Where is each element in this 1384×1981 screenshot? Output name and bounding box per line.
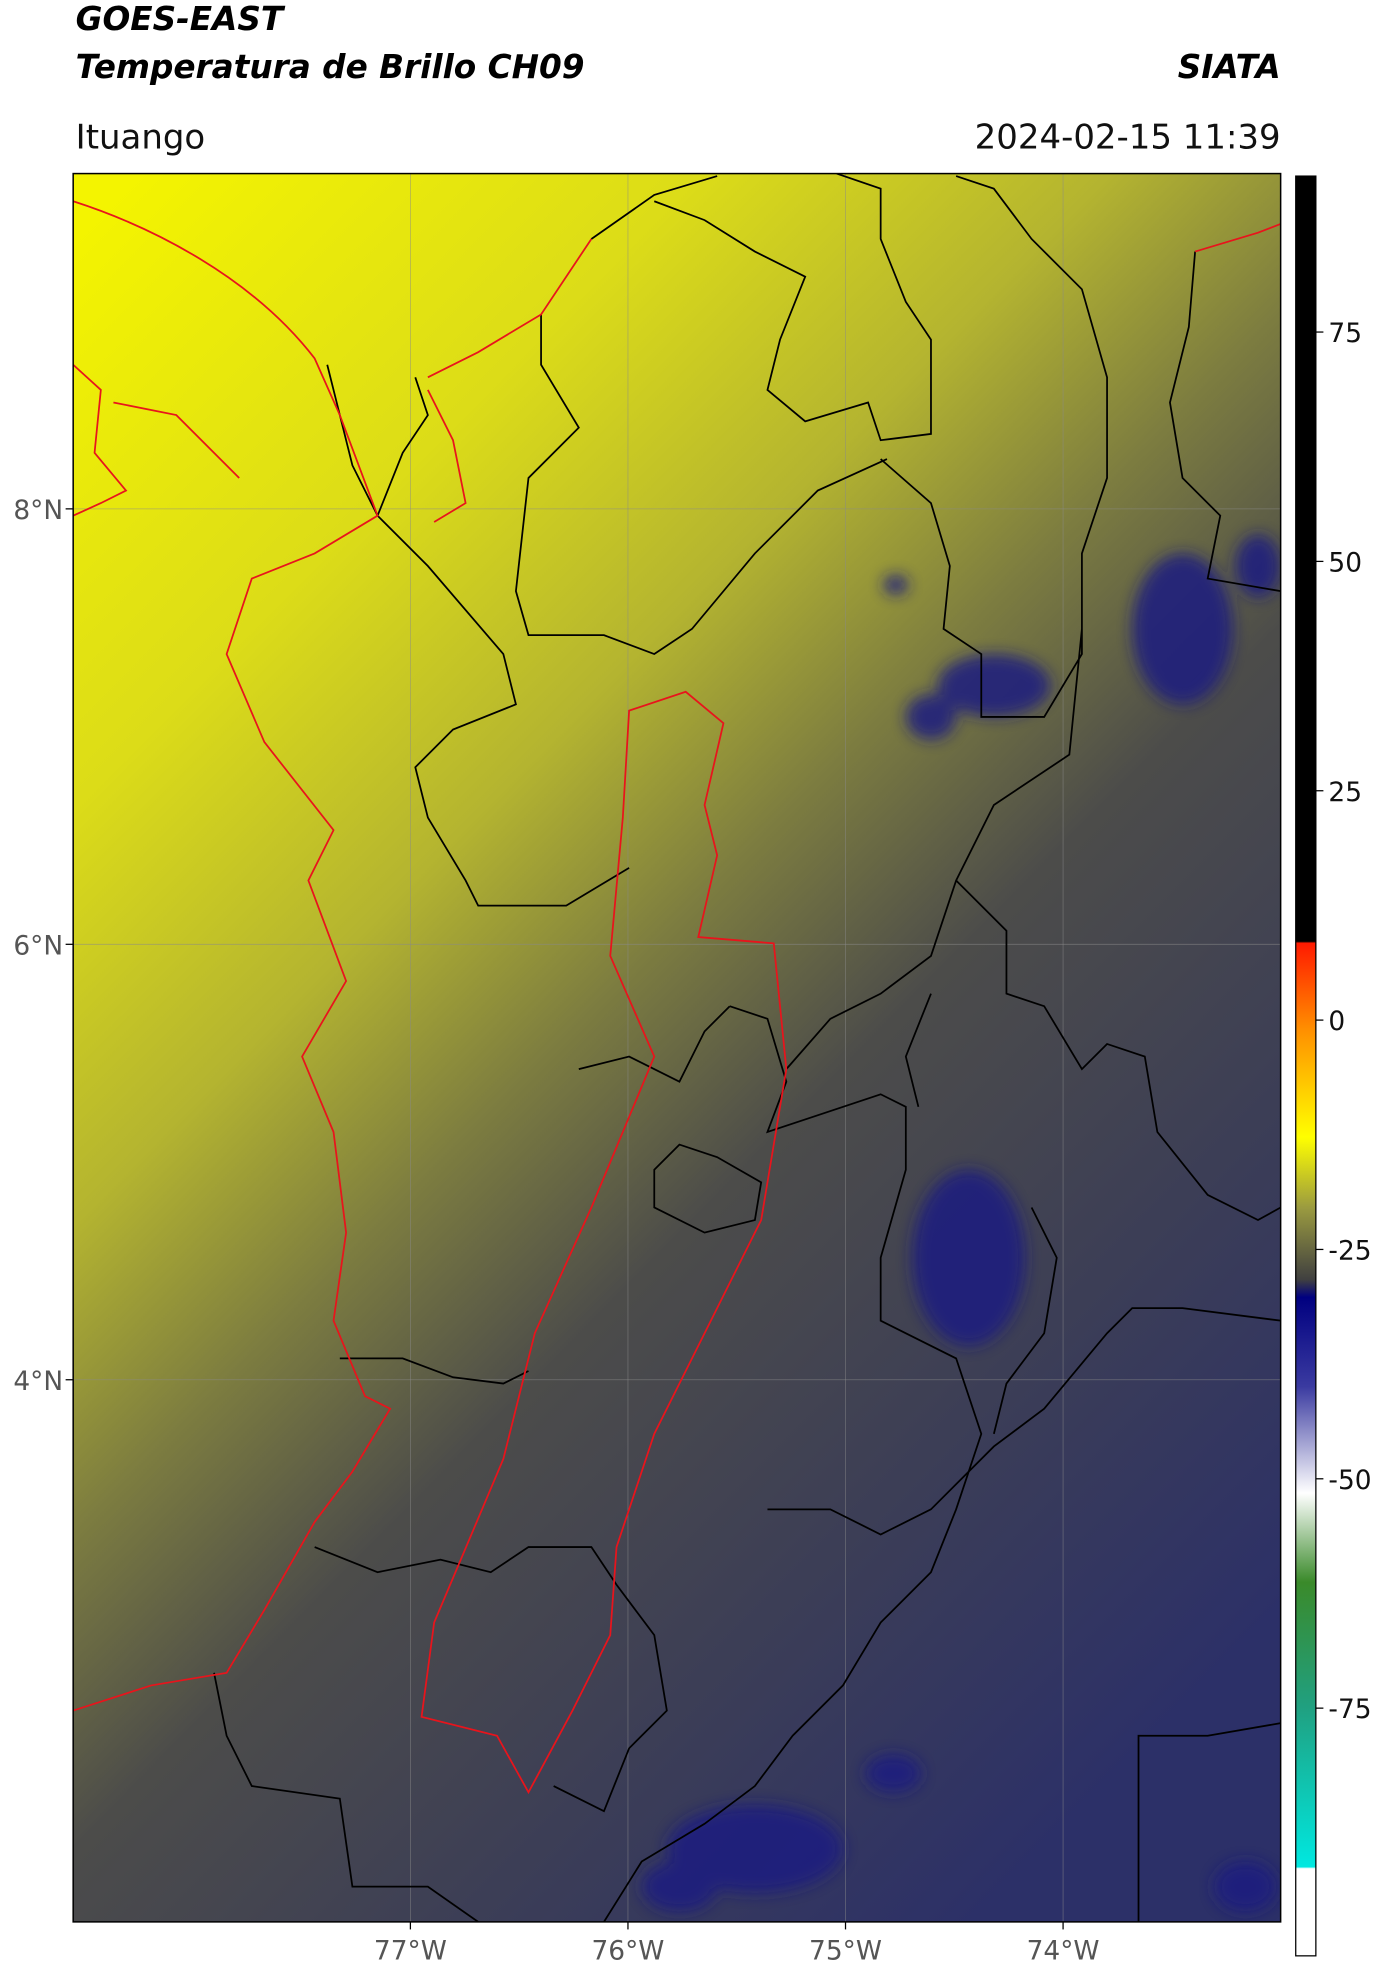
x-tick-label: 77°W xyxy=(374,1936,447,1967)
colorbar xyxy=(1295,175,1317,1957)
boundaries xyxy=(213,173,1281,1922)
subtitle: Temperatura de Brillo CH09 xyxy=(76,48,585,86)
colorbar-ticks: 75 50 25 0 -25 -50 -75 xyxy=(1315,318,1372,1725)
graticule xyxy=(73,173,1281,1922)
location: Ituango xyxy=(76,117,206,157)
colorbar-tick-label: 75 xyxy=(1328,318,1362,349)
colorbar-tick-label: -75 xyxy=(1328,1694,1371,1725)
x-tick-label: 74°W xyxy=(1027,1936,1100,1967)
map-background xyxy=(73,173,1281,1922)
map-frame xyxy=(72,172,1282,1923)
datetime: 2024-02-15 11:39 xyxy=(975,117,1281,157)
x-tick-label: 76°W xyxy=(591,1936,664,1967)
colorbar-tick-label: 0 xyxy=(1328,1006,1345,1037)
y-tick-label: 8°N xyxy=(13,495,63,526)
red-boundaries xyxy=(73,200,1281,1795)
y-tick-label: 6°N xyxy=(13,930,63,961)
map-image xyxy=(73,173,1281,1922)
cold-clouds xyxy=(641,534,1281,1912)
y-tick-label: 4°N xyxy=(13,1366,63,1397)
source: SIATA xyxy=(1178,48,1281,86)
colorbar-tick-label: 50 xyxy=(1328,547,1362,578)
x-tick-label: 75°W xyxy=(809,1936,882,1967)
colorbar-tick-label: -25 xyxy=(1328,1236,1371,1267)
axis-ticks: 77°W 76°W 75°W 74°W 8°N 6°N 4°N xyxy=(13,495,1099,1967)
title: GOES-EAST xyxy=(76,0,286,38)
colorbar-tick-label: 25 xyxy=(1328,777,1362,808)
colorbar-tick-label: -50 xyxy=(1328,1465,1371,1496)
